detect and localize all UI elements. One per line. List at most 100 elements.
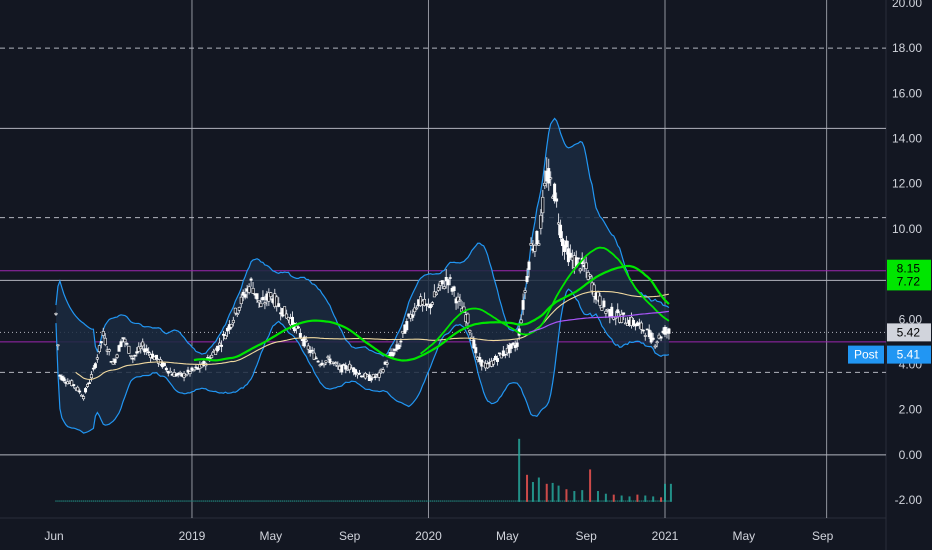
volume-bar [108,500,110,502]
candle-body [164,367,168,371]
volume-bar [138,500,140,502]
volume-bar [388,500,390,502]
candle-body [72,384,76,387]
x-tick-label: 2021 [652,529,679,543]
volume-bar [220,500,223,502]
volume-bar [179,500,181,502]
candle-body [107,349,111,352]
volume-bar [581,490,584,502]
volume-bar [187,500,189,502]
volume-bar [343,500,345,502]
volume-bar [410,500,412,502]
candle-body [162,362,166,367]
candle-body [241,291,245,296]
y-tick-label: 20.00 [892,0,922,10]
volume-bar [364,500,367,502]
candle-body [413,307,417,313]
volume-bar [624,500,627,502]
candle-body [507,344,511,354]
volume-bar [291,500,294,502]
volume-bar [331,500,333,502]
x-tick-label: Jun [44,529,63,543]
candle-body [151,353,155,359]
candle-body [76,386,80,392]
volume-bar [654,500,656,502]
volume-bar [380,500,382,502]
candle-body [442,286,446,289]
price-candles [54,157,671,401]
candle-body [86,383,90,387]
candle-body [385,362,389,365]
volume-bar [469,500,471,502]
candle-body [436,287,440,291]
candle-body [428,303,432,309]
volume-bar [163,500,166,502]
moving-average-line [528,310,670,334]
candle-body [561,238,565,247]
band-upper [55,117,670,357]
volume-bar [295,500,298,502]
volume-bar [652,496,655,502]
volume-bar [477,500,479,502]
volume-bar [242,500,244,502]
volume-bar [348,500,351,502]
volume-bar [642,500,645,502]
candle-body [651,337,655,340]
volume-bar [177,500,179,502]
candle-body [592,284,596,297]
volume-bar [226,500,229,502]
volume-bar [415,500,418,502]
volume-bar [435,500,438,502]
volume-bar [181,500,183,502]
volume-bar [254,500,256,502]
volume-bar [293,500,296,502]
price-tag-label: 7.72 [897,274,921,288]
volume-bar [346,500,349,502]
volume-bar [360,500,363,502]
candle-body [314,357,318,360]
volume-bar [563,500,566,502]
volume-bar [548,500,550,502]
volume-bar [345,500,347,502]
candle-body [251,287,255,294]
volume-bar [536,500,538,502]
volume-bar [601,500,603,502]
bollinger-band [55,117,670,434]
candle-body [344,365,348,370]
candle-body [452,286,456,292]
volume-bar [272,500,274,502]
candle-body [324,360,328,363]
volume-bar [122,500,124,502]
volume-bar [378,500,380,502]
candle-body [168,371,172,373]
volume-bar [67,500,69,502]
volume-bar [376,500,378,502]
volume-bar [595,500,597,502]
volume-bar [195,500,197,502]
candle-body [466,313,470,324]
candle-body [306,345,310,350]
volume-bar [482,500,485,502]
volume-bar [319,500,321,502]
candle-body [557,222,561,225]
volume-bar [524,500,526,502]
volume-bar [445,500,447,502]
volume-bar [161,500,164,502]
candle-body [667,328,671,334]
volume-bar [335,500,337,502]
candle-body [525,276,529,283]
candle-body [89,374,93,379]
volume-bar [199,500,201,502]
candle-body [93,363,97,368]
volume-bar [169,500,171,502]
volume-bar [604,493,607,502]
volume-bar [398,500,400,502]
volume-bar [488,500,491,502]
band-fill [55,118,669,434]
volume-bar [327,500,329,502]
volume-bar [516,500,518,502]
volume-bar [531,482,534,502]
volume-bar [425,500,428,502]
volume-bar [545,483,548,502]
